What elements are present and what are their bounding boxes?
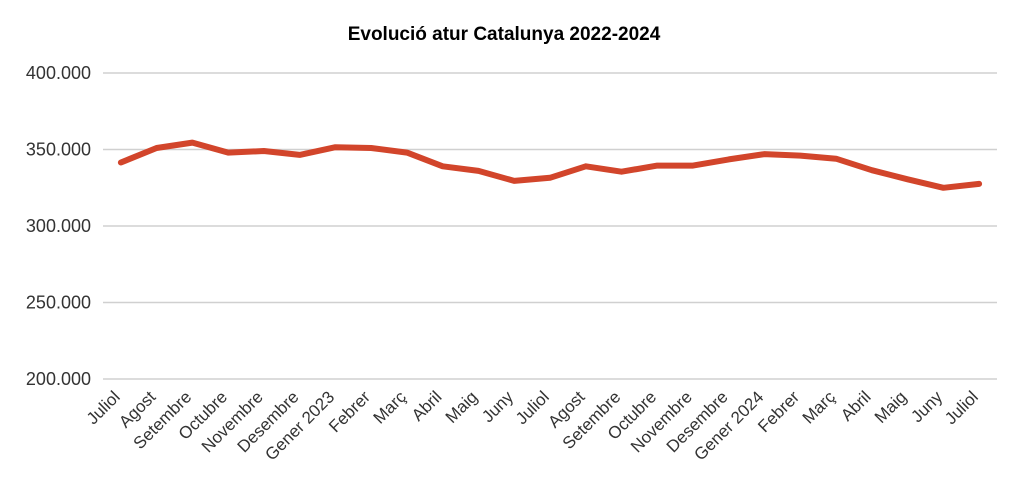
x-tick-label: Juny (478, 387, 517, 426)
x-tick-label: Febrer (325, 387, 374, 436)
x-tick-label: Juliol (83, 387, 124, 428)
x-axis-tick-labels: JuliolAgostSetembreOctubreNovembreDesemb… (83, 387, 982, 464)
x-tick-label: Abril (408, 387, 445, 424)
gridlines (103, 72, 997, 380)
y-tick-label: 300.000 (26, 216, 91, 236)
x-tick-label: Abril (837, 387, 874, 424)
x-tick-label: Juny (907, 387, 946, 426)
x-tick-label: Juliol (512, 387, 553, 428)
x-tick-label: Maig (871, 387, 910, 426)
y-axis-tick-labels: 200.000 250.000 300.000 350.000 400.000 (26, 63, 91, 389)
x-tick-label: Març (799, 387, 840, 428)
y-tick-label: 250.000 (26, 293, 91, 313)
chart-title: Evolució atur Catalunya 2022-2024 (348, 24, 661, 45)
x-tick-label: Juliol (941, 387, 982, 428)
series-line (117, 139, 983, 191)
x-tick-label: Febrer (754, 387, 803, 436)
x-tick-label: Maig (442, 387, 481, 426)
series-layer (117, 139, 983, 191)
x-tick-label: Març (370, 387, 411, 428)
y-tick-label: 400.000 (26, 63, 91, 83)
y-tick-label: 200.000 (26, 369, 91, 389)
y-tick-label: 350.000 (26, 140, 91, 160)
